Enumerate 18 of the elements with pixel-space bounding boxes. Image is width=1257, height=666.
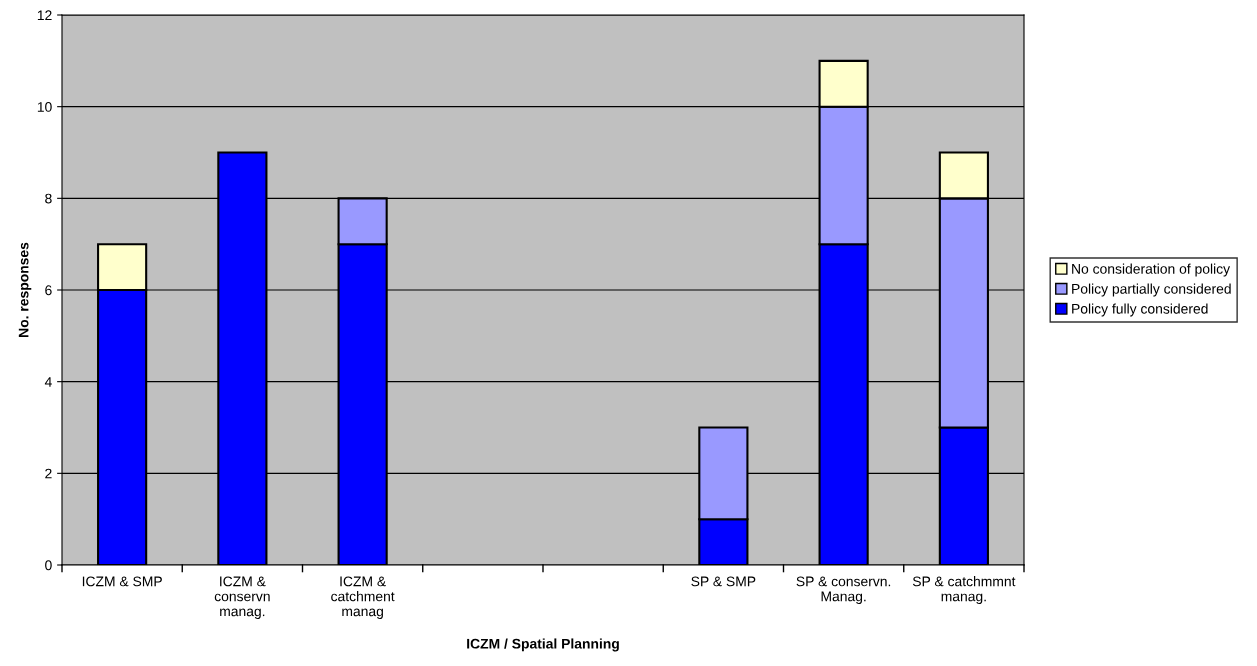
legend-label: Policy partially considered	[1072, 283, 1231, 297]
y-tick-label: 8	[45, 193, 52, 204]
legend-label: No consideration of policy	[1072, 263, 1231, 277]
y-tick-label: 0	[45, 560, 52, 571]
y-tick-label: 4	[44, 377, 52, 387]
x-axis-title: ICZM / Spatial Planning	[467, 638, 619, 652]
x-tick-label: ICZM & conservn manag.	[214, 576, 270, 619]
y-tick-label: 6	[45, 285, 52, 296]
x-tick-label: SP & conservn. Manag.	[796, 576, 891, 605]
x-tick-label: SP & SMP	[691, 576, 756, 587]
y-tick-label: 2	[45, 468, 52, 479]
legend-label: Policy fully considered	[1072, 303, 1208, 317]
x-tick-label: ICZM & catchment manag	[331, 576, 395, 619]
y-tick-label: 10	[37, 102, 52, 112]
x-tick-label: ICZM & SMP	[82, 576, 162, 587]
y-axis-title: No. responses	[18, 242, 32, 337]
y-tick-label: 12	[37, 10, 52, 21]
x-tick-label: SP & catchmmnt manag.	[912, 576, 1016, 605]
